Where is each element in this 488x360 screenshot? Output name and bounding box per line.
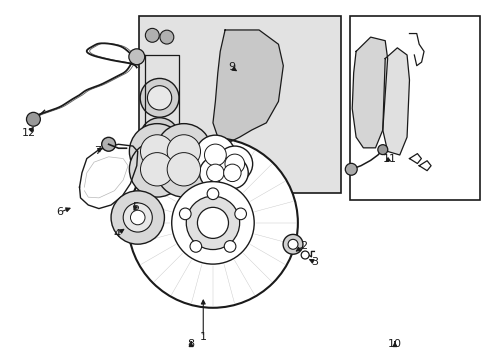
Circle shape [167, 153, 200, 186]
Text: 9: 9 [227, 63, 234, 72]
Circle shape [195, 135, 235, 175]
Circle shape [283, 234, 303, 254]
Circle shape [147, 125, 171, 149]
Circle shape [140, 118, 179, 157]
Circle shape [377, 145, 387, 154]
Circle shape [190, 240, 201, 252]
Circle shape [140, 78, 179, 117]
Circle shape [301, 251, 308, 259]
Polygon shape [213, 30, 283, 144]
Circle shape [207, 188, 218, 199]
Circle shape [129, 141, 184, 197]
Circle shape [147, 86, 171, 110]
Circle shape [217, 146, 252, 182]
Text: 10: 10 [387, 339, 401, 349]
Text: 8: 8 [187, 339, 194, 349]
Circle shape [167, 135, 200, 168]
Text: 5: 5 [132, 202, 139, 212]
Circle shape [145, 28, 159, 42]
Circle shape [26, 112, 41, 126]
Circle shape [123, 203, 152, 232]
Circle shape [129, 123, 184, 179]
Circle shape [186, 196, 239, 249]
Circle shape [224, 240, 235, 252]
Circle shape [287, 239, 297, 249]
Circle shape [140, 153, 173, 186]
Circle shape [345, 163, 356, 175]
Circle shape [160, 30, 173, 44]
Polygon shape [382, 48, 408, 155]
Circle shape [197, 207, 228, 238]
Circle shape [140, 135, 173, 168]
Circle shape [156, 141, 211, 197]
Circle shape [224, 154, 244, 174]
Polygon shape [80, 144, 138, 208]
Circle shape [216, 157, 248, 189]
Polygon shape [351, 37, 387, 148]
Circle shape [234, 208, 246, 220]
Circle shape [102, 137, 115, 151]
Text: 6: 6 [57, 207, 63, 217]
Text: 7: 7 [94, 146, 102, 156]
Circle shape [128, 138, 297, 308]
Circle shape [206, 164, 224, 181]
Text: 1: 1 [199, 332, 206, 342]
Circle shape [204, 144, 226, 166]
Circle shape [223, 164, 241, 181]
Circle shape [156, 123, 211, 179]
Circle shape [199, 157, 231, 189]
Text: 12: 12 [21, 128, 36, 138]
Text: 11: 11 [382, 154, 396, 163]
Circle shape [171, 182, 254, 264]
Text: 4: 4 [114, 229, 121, 239]
Bar [349, 16, 479, 200]
Text: 3: 3 [311, 257, 318, 267]
Bar [139, 16, 340, 193]
Text: 2: 2 [300, 241, 306, 251]
Circle shape [128, 49, 144, 65]
Circle shape [179, 208, 191, 220]
Circle shape [111, 191, 164, 244]
Circle shape [130, 210, 145, 225]
